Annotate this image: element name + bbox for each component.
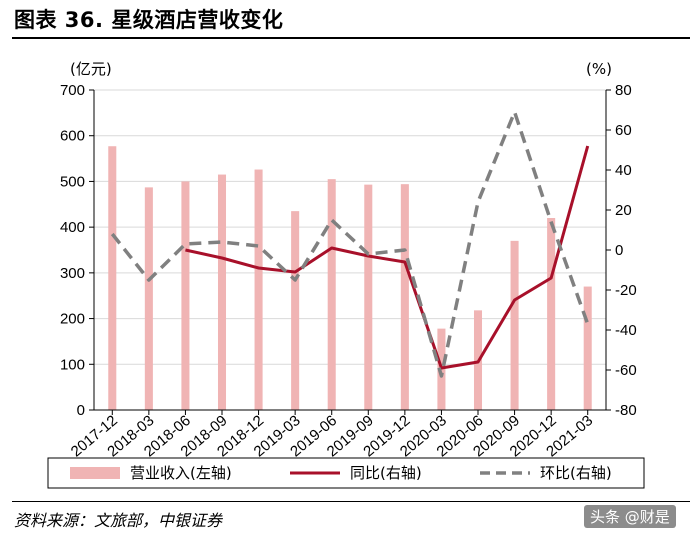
bar [144, 187, 153, 410]
right-tick-label: 0 [615, 242, 623, 259]
bar [400, 184, 409, 410]
chart-title: 图表 36. 星级酒店营收变化 [14, 8, 284, 32]
right-tick-label: -80 [615, 402, 637, 419]
right-tick-label: 40 [615, 162, 632, 179]
source-note: 资料来源：文旅部，中银证券 [14, 511, 223, 530]
legend-label: 环比(右轴) [540, 464, 612, 482]
legend-label: 营业收入(左轴) [130, 464, 232, 482]
yoy-line [185, 145, 590, 370]
left-tick-label: 400 [60, 219, 85, 236]
right-tick-label: -60 [615, 362, 637, 379]
chart-area: 0 100 200 300 400 500 600 700 -80 -60 -40 -20 0 20 40 6… [47, 60, 645, 489]
right-axis-unit: (%) [586, 60, 612, 78]
grid-lines [94, 89, 606, 365]
bar [327, 179, 336, 410]
legend-label: 同比(右轴) [350, 464, 422, 482]
left-tick-label: 300 [60, 265, 85, 282]
right-tick-label: -20 [615, 282, 637, 299]
bar [547, 218, 556, 410]
bar [254, 169, 263, 410]
line-series [110, 110, 590, 378]
right-tick-label: 80 [615, 82, 632, 99]
legend: 营业收入(左轴) 同比(右轴) 环比(右轴) [47, 457, 645, 489]
legend-swatch-bar [70, 467, 120, 479]
watermark: 头条 @财是 [584, 505, 676, 528]
footer-divider [12, 501, 690, 502]
bar [108, 146, 117, 410]
left-tick-label: 600 [60, 128, 85, 145]
right-tick-label: -40 [615, 322, 637, 339]
right-tick-label: 20 [615, 202, 632, 219]
legend-box [47, 457, 645, 489]
title-bar: 图表 36. 星级酒店营收变化 [0, 0, 700, 39]
right-tick-label: 60 [615, 122, 632, 139]
qoq-line [110, 110, 590, 378]
left-axis-unit: (亿元) [70, 60, 112, 78]
left-tick-label: 200 [60, 311, 85, 328]
bar [583, 286, 592, 410]
left-tick-label: 700 [60, 82, 85, 99]
bar [181, 181, 190, 410]
left-tick-label: 500 [60, 173, 85, 190]
left-tick-label: 100 [60, 356, 85, 373]
bar [510, 240, 519, 410]
bar [291, 211, 300, 410]
left-tick-label: 0 [77, 402, 85, 419]
bar [364, 184, 373, 410]
bar-series [108, 146, 592, 410]
title-divider [12, 37, 690, 39]
bar [217, 174, 227, 410]
